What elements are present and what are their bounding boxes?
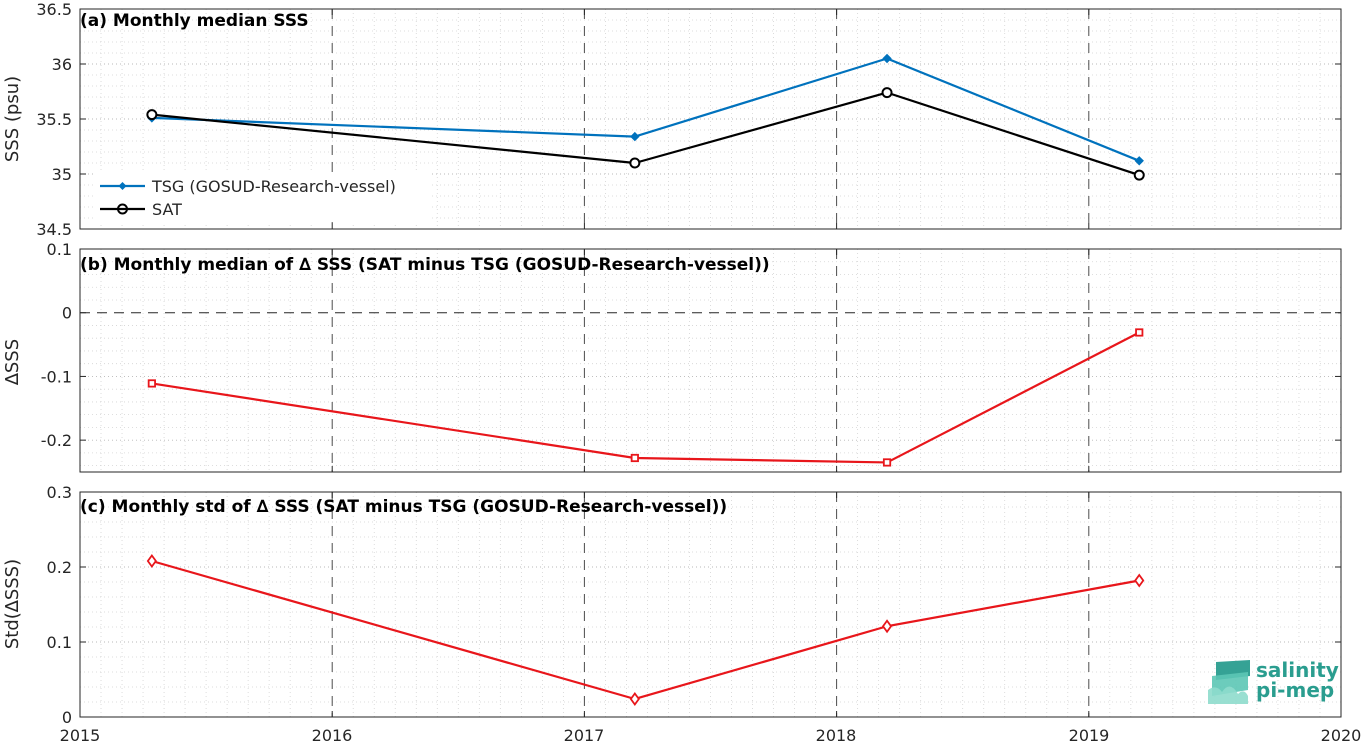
data-point-tsg — [630, 131, 640, 142]
y-tick-label: -0.2 — [41, 431, 72, 450]
y-tick-label: 0 — [62, 304, 72, 323]
x-tick-label: 2017 — [564, 726, 605, 745]
logo-mark — [1208, 660, 1250, 704]
legend-sat-label: SAT — [152, 200, 182, 219]
axes-box — [79, 248, 1342, 473]
y-tick-label: 0.1 — [47, 240, 72, 259]
y-tick-label: 0.1 — [47, 633, 72, 652]
x-tick-label: 2018 — [816, 726, 857, 745]
panel-c-ylabel: Std(∆SSS) — [2, 559, 23, 649]
legend: TSG (GOSUD-Research-vessel) SAT — [93, 172, 431, 222]
x-tick-label: 2016 — [312, 726, 353, 745]
x-tick-label: 2015 — [60, 726, 101, 745]
series-line-delta-std — [151, 559, 1140, 701]
y-tick-label: 36 — [52, 55, 72, 74]
plot-area — [80, 249, 1341, 472]
y-tick-label: 0 — [62, 708, 72, 727]
y-tick-label: 0.3 — [47, 483, 72, 502]
logo-text-pi-mep: pi-mep — [1256, 678, 1334, 702]
logo-text-salinity: salinity — [1256, 658, 1339, 682]
data-point-delta-std — [146, 553, 157, 569]
data-point-tsg — [882, 53, 892, 64]
data-point-sat — [629, 157, 641, 169]
panel-a-ylabel: SSS (psu) — [2, 76, 23, 162]
legend-sat-marker — [117, 203, 128, 215]
panel-b: -0.2 -0.1 0 0.1 — [41, 240, 1342, 473]
data-point-delta-median — [147, 379, 156, 388]
panel-b-title: (b) Monthly median of ∆ SSS (SAT minus T… — [80, 255, 770, 275]
x-tick-label: 2019 — [1069, 726, 1110, 745]
series-line-sat — [151, 91, 1140, 177]
y-tick-label: 0.2 — [47, 558, 72, 577]
series-line-delta-median — [151, 331, 1140, 464]
panel-c-title: (c) Monthly std of ∆ SSS (SAT minus TSG … — [80, 497, 727, 517]
data-point-delta-median — [882, 458, 892, 467]
y-tick-label: 36.5 — [36, 0, 72, 19]
y-tick-label: -0.1 — [41, 367, 72, 386]
legend-tsg-label: TSG (GOSUD-Research-vessel) — [151, 177, 396, 196]
y-tick-label: 35 — [52, 165, 72, 184]
data-point-delta-median — [1135, 328, 1144, 337]
legend-box — [93, 172, 431, 222]
data-point-delta-std — [881, 619, 893, 634]
panel-a-title: (a) Monthly median SSS — [80, 11, 309, 31]
data-point-sat — [1133, 169, 1145, 181]
panel-b-ylabel: ∆SSS — [2, 339, 23, 386]
x-tick-label: 2020 — [1321, 726, 1362, 745]
data-point-sat — [146, 109, 158, 121]
data-point-delta-std — [629, 691, 640, 707]
data-point-delta-std — [1134, 573, 1145, 588]
data-point-delta-median — [630, 453, 639, 463]
legend-tsg-marker — [118, 182, 127, 190]
data-point-sat — [881, 87, 893, 99]
salinity-pi-mep-logo: salinity pi-mep — [1208, 658, 1339, 704]
axes-box — [79, 491, 1342, 718]
series-line-tsg — [151, 57, 1140, 162]
y-tick-label: 35.5 — [36, 110, 72, 129]
data-point-tsg — [1134, 156, 1144, 166]
panel-c: 0 0.1 0.2 0.3 — [47, 483, 1342, 727]
y-tick-label: 34.5 — [36, 220, 72, 239]
